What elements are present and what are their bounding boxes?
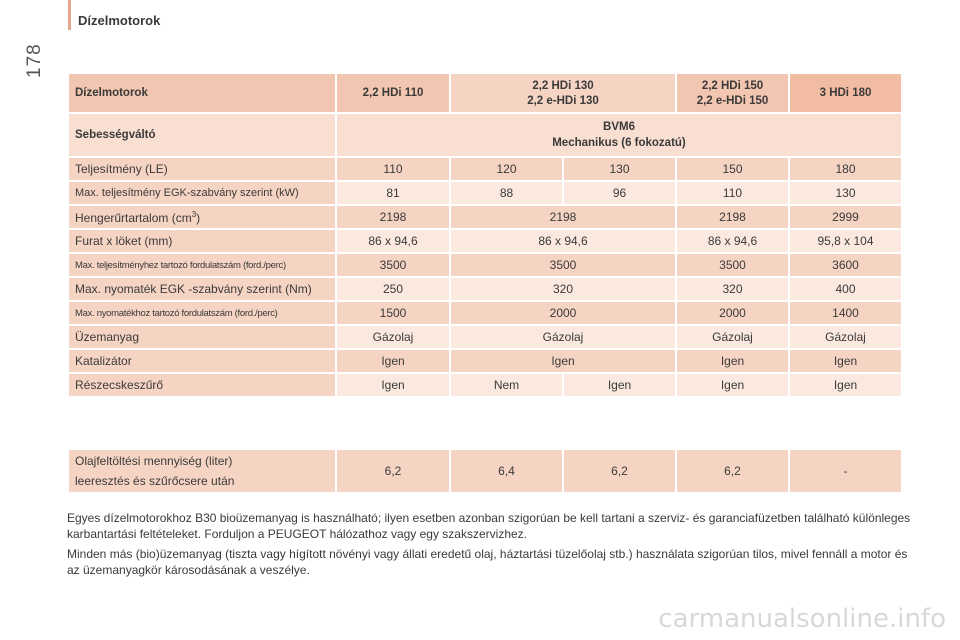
- table-row: Katalizátor Igen Igen Igen Igen: [69, 350, 901, 372]
- cell: Igen: [790, 374, 901, 396]
- row-label: Teljesítmény (LE): [69, 158, 335, 180]
- cell: 2999: [790, 206, 901, 228]
- cell: 96: [564, 182, 675, 204]
- gearbox-value: BVM6 Mechanikus (6 fokozatú): [337, 114, 901, 156]
- table-row: Részecskeszűrő Igen Nem Igen Igen Igen: [69, 374, 901, 396]
- row-label: Max. nyomaték EGK -szabvány szerint (Nm): [69, 278, 335, 300]
- cell: 110: [677, 182, 788, 204]
- cell: 86 x 94,6: [337, 230, 449, 252]
- table-row: Max. nyomaték EGK -szabvány szerint (Nm)…: [69, 278, 901, 300]
- cell: 2198: [677, 206, 788, 228]
- cell: 110: [337, 158, 449, 180]
- cell: 250: [337, 278, 449, 300]
- gearbox-row: Sebességváltó BVM6 Mechanikus (6 fokozat…: [69, 114, 901, 156]
- cell: -: [790, 450, 901, 492]
- header-accent-bar: [68, 0, 71, 30]
- cell: 2000: [451, 302, 675, 324]
- row-label: Max. nyomatékhoz tartozó fordulatszám (f…: [69, 302, 335, 324]
- oil-label: Olajfeltöltési mennyiség (liter) leeresz…: [69, 450, 335, 492]
- row-label: Max. teljesítmény EGK-szabvány szerint (…: [69, 182, 335, 204]
- cell: 3500: [677, 254, 788, 276]
- cell: 3500: [451, 254, 675, 276]
- cell: 130: [564, 158, 675, 180]
- cell: Igen: [337, 374, 449, 396]
- engine-col-2: 2,2 HDi 130 2,2 e-HDi 130: [451, 74, 675, 112]
- cell: Gázolaj: [677, 326, 788, 348]
- cell: Gázolaj: [451, 326, 675, 348]
- engine-col-3: 2,2 HDi 150 2,2 e-HDi 150: [677, 74, 788, 112]
- cell: 2000: [677, 302, 788, 324]
- cell: Igen: [790, 350, 901, 372]
- engine-col-1: 2,2 HDi 110: [337, 74, 449, 112]
- cell: 1400: [790, 302, 901, 324]
- cell: Igen: [677, 350, 788, 372]
- row-label: Max. teljesítményhez tartozó fordulatszá…: [69, 254, 335, 276]
- watermark: carmanualsonline.info: [658, 604, 946, 634]
- cell: Nem: [451, 374, 562, 396]
- table-header-row: Dízelmotorok 2,2 HDi 110 2,2 HDi 130 2,2…: [69, 74, 901, 112]
- cell: Gázolaj: [337, 326, 449, 348]
- cell: 6,2: [677, 450, 788, 492]
- header-label: Dízelmotorok: [69, 74, 335, 112]
- table-row: Furat x löket (mm) 86 x 94,6 86 x 94,6 8…: [69, 230, 901, 252]
- cell: Igen: [337, 350, 449, 372]
- oil-capacity-table: Olajfeltöltési mennyiség (liter) leeresz…: [67, 448, 903, 494]
- cell: 1500: [337, 302, 449, 324]
- page-title: Dízelmotorok: [78, 13, 161, 28]
- cell: 2198: [451, 206, 675, 228]
- cell: Igen: [451, 350, 675, 372]
- cell: 81: [337, 182, 449, 204]
- cell: 130: [790, 182, 901, 204]
- cell: 120: [451, 158, 562, 180]
- cell: 86 x 94,6: [451, 230, 675, 252]
- engine-col-4: 3 HDi 180: [790, 74, 901, 112]
- cell: 95,8 x 104: [790, 230, 901, 252]
- note-paragraph-2: Minden más (bio)üzemanyag (tiszta vagy h…: [67, 547, 908, 577]
- page-number: 178: [24, 43, 45, 78]
- cell: 6,2: [564, 450, 675, 492]
- gearbox-label: Sebességváltó: [69, 114, 335, 156]
- row-label: Katalizátor: [69, 350, 335, 372]
- cell: 150: [677, 158, 788, 180]
- engine-spec-table: Dízelmotorok 2,2 HDi 110 2,2 HDi 130 2,2…: [67, 72, 903, 398]
- cell: 320: [451, 278, 675, 300]
- cell: Igen: [564, 374, 675, 396]
- note-paragraph-1: Egyes dízelmotorokhoz B30 bioüzemanyag i…: [67, 511, 911, 541]
- cell: Igen: [677, 374, 788, 396]
- cell: 180: [790, 158, 901, 180]
- cell: 6,2: [337, 450, 449, 492]
- cell: 400: [790, 278, 901, 300]
- table-row: Teljesítmény (LE) 110 120 130 150 180: [69, 158, 901, 180]
- table-row: Üzemanyag Gázolaj Gázolaj Gázolaj Gázola…: [69, 326, 901, 348]
- cell: 6,4: [451, 450, 562, 492]
- oil-row: Olajfeltöltési mennyiség (liter) leeresz…: [69, 450, 901, 492]
- cell: 88: [451, 182, 562, 204]
- row-label: Részecskeszűrő: [69, 374, 335, 396]
- cell: 2198: [337, 206, 449, 228]
- table-row: Max. teljesítményhez tartozó fordulatszá…: [69, 254, 901, 276]
- cell: 3600: [790, 254, 901, 276]
- row-label: Üzemanyag: [69, 326, 335, 348]
- table-row: Max. teljesítmény EGK-szabvány szerint (…: [69, 182, 901, 204]
- row-label: Furat x löket (mm): [69, 230, 335, 252]
- cell: 3500: [337, 254, 449, 276]
- cell: 320: [677, 278, 788, 300]
- cell: Gázolaj: [790, 326, 901, 348]
- cell: 86 x 94,6: [677, 230, 788, 252]
- table-row: Hengerűrtartalom (cm3) 2198 2198 2198 29…: [69, 206, 901, 228]
- table-row: Max. nyomatékhoz tartozó fordulatszám (f…: [69, 302, 901, 324]
- row-label: Hengerűrtartalom (cm3): [69, 206, 335, 228]
